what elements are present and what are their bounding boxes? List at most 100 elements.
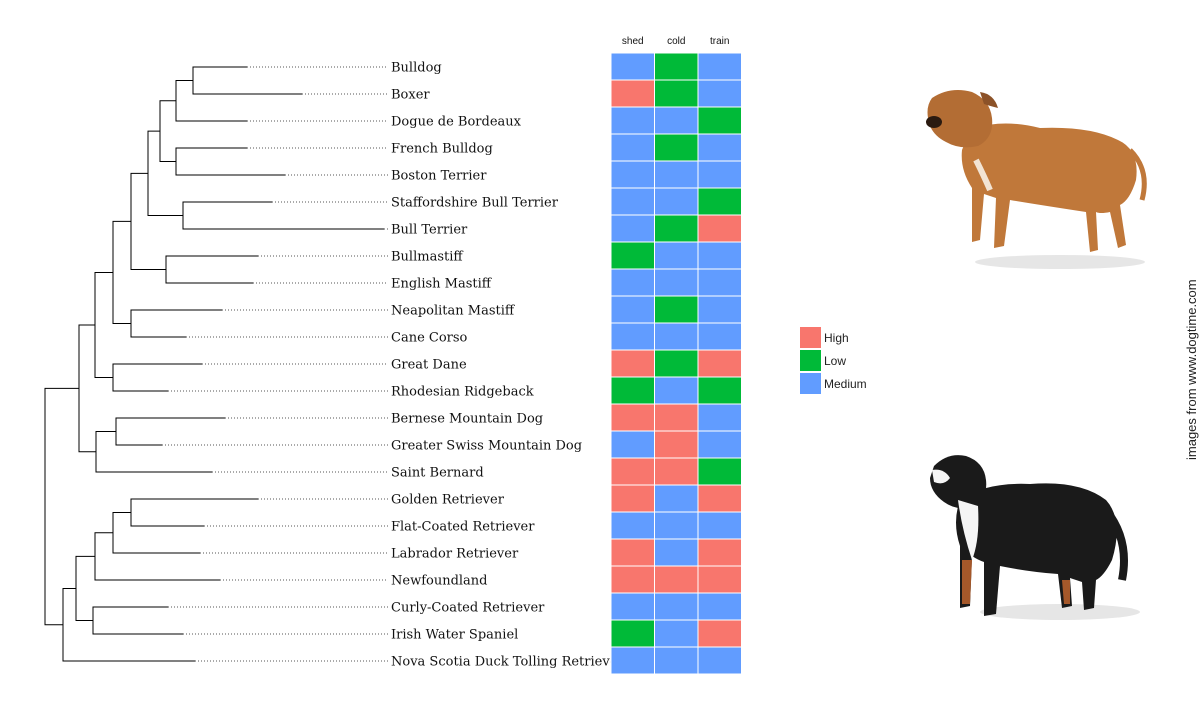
heatmap-cell [654,646,699,675]
breed-label: Curly-Coated Retriever [391,601,545,616]
heatmap-cell [610,106,655,135]
heatmap-cell [610,349,655,378]
heatmap-cell [697,457,742,486]
heatmap-cell [654,79,699,108]
legend-swatch-high [800,327,821,348]
dendrogram-branch [44,387,79,626]
heatmap-cell [654,52,699,81]
legend-swatch-low [800,350,821,371]
heatmap-cell [697,511,742,540]
dendrogram-branch [147,130,183,216]
heatmap-cell [610,457,655,486]
breed-label: Labrador Retriever [391,547,519,562]
breed-label: Dogue de Bordeaux [391,115,522,130]
heatmap-cell [654,214,699,243]
breed-label: English Mastiff [391,277,493,292]
dendrogram-branch [94,532,220,581]
dendrogram-branch [112,512,200,554]
heatmap-cell [610,241,655,270]
staffordshire-bull-terrier-photo [926,90,1147,269]
heatmap-cell [697,619,742,648]
legend-swatch-medium [800,373,821,394]
heatmap-cell [610,187,655,216]
heatmap-cell [697,79,742,108]
heatmap-cell [610,322,655,351]
dendrogram-branch [112,363,202,392]
heatmap-cell [610,376,655,405]
breed-label: French Bulldog [391,142,493,157]
legend-label-high: High [824,331,849,345]
heatmap-cell [610,79,655,108]
breed-label: Flat-Coated Retriever [391,520,535,535]
heatmap-cell [654,295,699,324]
dendrogram-branch [95,431,212,473]
heatmap-cell [697,160,742,189]
dendrogram-branch [62,587,195,662]
breed-label: Bullmastiff [391,250,464,265]
column-headers: shed cold train [622,36,730,47]
dendrogram-branch [182,201,384,230]
heatmap [610,52,742,675]
heatmap-cell [654,565,699,594]
dendrogram-branch [192,66,302,95]
dendrogram-branch [130,309,222,338]
heatmap-cell [697,538,742,567]
heatmap-cell [654,268,699,297]
dendrogram-branch [112,220,131,324]
breed-label: Bull Terrier [391,223,468,238]
breed-label: Boston Terrier [391,169,487,184]
dendrogram-branch [175,80,247,122]
heatmap-cell [697,106,742,135]
heatmap-cell [610,484,655,513]
heatmap-cell [610,619,655,648]
heatmap-cell [654,241,699,270]
breed-label: Cane Corso [391,331,468,346]
heatmap-cell [654,592,699,621]
dendrogram-branch [165,255,258,284]
heatmap-cell [654,160,699,189]
image-credit: images from www.dogtime.com [1184,279,1199,460]
heatmap-cell [654,403,699,432]
heatmap-cell [697,646,742,675]
heatmap-cell [610,268,655,297]
heatmap-cell [697,241,742,270]
heatmap-cell [697,376,742,405]
heatmap-cell [610,160,655,189]
heatmap-cell [654,484,699,513]
heatmap-cell [654,538,699,567]
heatmap-cell [697,484,742,513]
breed-label: Bulldog [391,61,442,76]
heatmap-cell [697,187,742,216]
dendrogram [44,66,388,662]
dendrogram-branch [78,324,96,453]
heatmap-cell [654,322,699,351]
heatmap-cell [697,214,742,243]
breed-label: Golden Retriever [391,493,505,508]
column-header-shed: shed [622,36,644,47]
heatmap-cell [610,295,655,324]
heatmap-cell [697,52,742,81]
breed-label: Rhodesian Ridgeback [391,385,534,400]
column-header-train: train [710,36,729,47]
breed-label: Neapolitan Mastiff [391,304,516,319]
breed-label: Great Dane [391,358,467,373]
heatmap-cell [697,565,742,594]
heatmap-cell [654,430,699,459]
heatmap-cell [610,430,655,459]
heatmap-cell [610,214,655,243]
heatmap-cell [654,376,699,405]
heatmap-cell [610,538,655,567]
heatmap-cell [697,295,742,324]
heatmap-cell [610,133,655,162]
breed-label: Irish Water Spaniel [391,628,518,643]
heatmap-cell [610,403,655,432]
heatmap-cell [654,106,699,135]
breed-label: Nova Scotia Duck Tolling Retriever [391,655,624,670]
heatmap-cell [654,457,699,486]
heatmap-cell [610,592,655,621]
breed-label: Newfoundland [391,574,488,589]
breed-labels: Bulldog Boxer Dogue de Bordeaux French Bull… [391,61,624,670]
column-header-cold: cold [667,36,685,47]
breed-label: Saint Bernard [391,466,484,481]
